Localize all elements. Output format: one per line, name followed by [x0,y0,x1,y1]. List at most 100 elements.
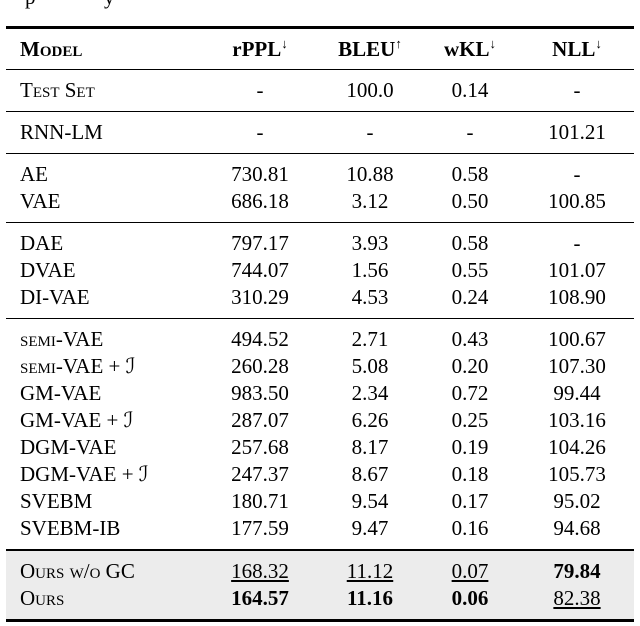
column-label: NLL [552,37,596,61]
metric-value-cell: 0.58 [451,231,489,255]
metric-value-cell: 0.17 [451,489,489,513]
table-row: DI-VAE 310.29 4.53 0.24 108.90 [6,284,634,319]
metric-value-cell: 3.93 [351,231,389,255]
table-row: SVEBM-IB 177.59 9.47 0.16 94.68 [6,515,634,550]
metric-value-cell: 8.17 [351,435,389,459]
table-row: AE 730.81 10.88 0.58 - [6,154,634,189]
metric-value-cell: 11.12 [346,559,394,583]
metric-value-cell: 0.25 [451,408,489,432]
metric-value-cell: - [573,231,581,255]
metric-value-cell: 0.18 [451,462,489,486]
table-section: RNN-LM - - - 101.21 [6,111,634,154]
arrow-up-icon: ↑ [395,36,402,51]
metric-value-cell: 82.38 [553,586,601,610]
metric-value-cell: 2.34 [351,381,389,405]
metric-value-cell: 0.06 [451,586,489,610]
model-name-cell: GM-VAE [20,381,102,405]
caption-fragment-letter: y [104,0,115,10]
column-header-wkl: wKL↓ [420,28,520,70]
metric-value-cell: 105.73 [548,462,606,486]
metric-value-cell: 744.07 [231,258,289,282]
model-name-cell: Ours w/o GC [20,559,135,583]
metric-value-cell: 730.81 [231,162,289,186]
header-row: Model rPPL↓ BLEU↑ wKL↓ NLL↓ [6,28,634,70]
metric-value-cell: 260.28 [231,354,289,378]
metric-value-cell: 983.50 [231,381,289,405]
metric-value-cell: 0.55 [451,258,489,282]
metric-value-cell: 4.53 [351,285,389,309]
model-name-cell: semi-VAE [20,327,104,351]
table-row: GM-VAE 983.50 2.34 0.72 99.44 [6,380,634,407]
metric-value-cell: 9.47 [351,516,389,540]
metric-value-cell: 2.71 [351,327,389,351]
table-row: VAE 686.18 3.12 0.50 100.85 [6,188,634,223]
table-row: semi-VAE 494.52 2.71 0.43 100.67 [6,319,634,354]
table-row: RNN-LM - - - 101.21 [6,112,634,154]
metric-value-cell: 103.16 [548,408,606,432]
metric-value-cell: 9.54 [351,489,389,513]
metric-value-cell: 99.44 [553,381,601,405]
arrow-down-icon: ↓ [281,36,288,51]
column-label: rPPL [232,37,282,61]
column-label: wKL [443,37,490,61]
metric-value-cell: 287.07 [231,408,289,432]
metric-value-cell: 8.67 [351,462,389,486]
metric-value-cell: 79.84 [553,559,601,583]
table-header: Model rPPL↓ BLEU↑ wKL↓ NLL↓ [6,28,634,70]
table-row: DVAE 744.07 1.56 0.55 101.07 [6,257,634,284]
model-name-cell: semi-VAE + ℐ [20,354,136,378]
metric-value-cell: 0.50 [451,189,489,213]
model-name-cell: DVAE [20,258,76,282]
metric-value-cell: 0.19 [451,435,489,459]
model-name-cell: RNN-LM [20,120,103,144]
metric-value-cell: 107.30 [548,354,606,378]
metric-value-cell: 177.59 [231,516,289,540]
table-section: semi-VAE 494.52 2.71 0.43 100.67 semi-VAE + ℐ… [6,318,634,551]
metric-value-cell: 797.17 [231,231,289,255]
table-section: AE 730.81 10.88 0.58 - VAE 686.18 3.12 0.50 100.8… [6,153,634,223]
model-name-cell: DGM-VAE + ℐ [20,462,149,486]
metric-value-cell: - [256,120,264,144]
metric-value-cell: 0.14 [451,78,489,102]
metric-value-cell: 310.29 [231,285,289,309]
metric-value-cell: 257.68 [231,435,289,459]
clipped-caption-fragment: p y [0,0,640,10]
metric-value-cell: 101.21 [548,120,606,144]
metric-value-cell: 100.67 [548,327,606,351]
metric-value-cell: 247.37 [231,462,289,486]
metric-value-cell: 10.88 [346,162,394,186]
model-name-cell: Ours [20,586,65,610]
metric-value-cell: 168.32 [231,559,289,583]
metric-value-cell: - [573,78,581,102]
metric-value-cell: - [573,162,581,186]
table-section: Test Set - 100.0 0.14 - [6,70,634,112]
metric-value-cell: 104.26 [548,435,606,459]
table-row: DAE 797.17 3.93 0.58 - [6,223,634,258]
metric-value-cell: 164.57 [231,586,289,610]
metric-value-cell: 100.85 [548,189,606,213]
model-name-cell: SVEBM [20,489,93,513]
metric-value-cell: 94.68 [553,516,601,540]
table-row: DGM-VAE + ℐ 247.37 8.67 0.18 105.73 [6,461,634,488]
arrow-down-icon: ↓ [489,36,497,51]
metric-value-cell: 101.07 [548,258,606,282]
model-name-cell: AE [20,162,48,186]
metric-value-cell: 6.26 [351,408,389,432]
metric-value-cell: 11.16 [346,586,394,610]
metric-value-cell: 0.07 [451,559,489,583]
arrow-down-icon: ↓ [595,36,602,51]
metric-value-cell: 108.90 [548,285,606,309]
table-row: semi-VAE + ℐ 260.28 5.08 0.20 107.30 [6,353,634,380]
caption-fragment-letter: p [25,0,36,10]
model-name-cell: GM-VAE + ℐ [20,408,134,432]
column-label: Model [20,37,83,61]
results-table: Model rPPL↓ BLEU↑ wKL↓ NLL↓ Test Set -100.0 0.… [6,26,634,622]
table-row: Ours 164.57 11.16 0.06 82.38 [6,585,634,621]
metric-value-cell: 3.12 [351,189,389,213]
metric-value-cell: 180.71 [231,489,289,513]
metric-value-cell: - [256,78,264,102]
table-section: DAE 797.17 3.93 0.58 - DVAE 744.07 1.56 0.55 101.… [6,222,634,319]
metric-value-cell: 100.0 [346,78,394,102]
table-row: Ours w/o GC 168.32 11.12 0.07 79.84 [6,550,634,585]
